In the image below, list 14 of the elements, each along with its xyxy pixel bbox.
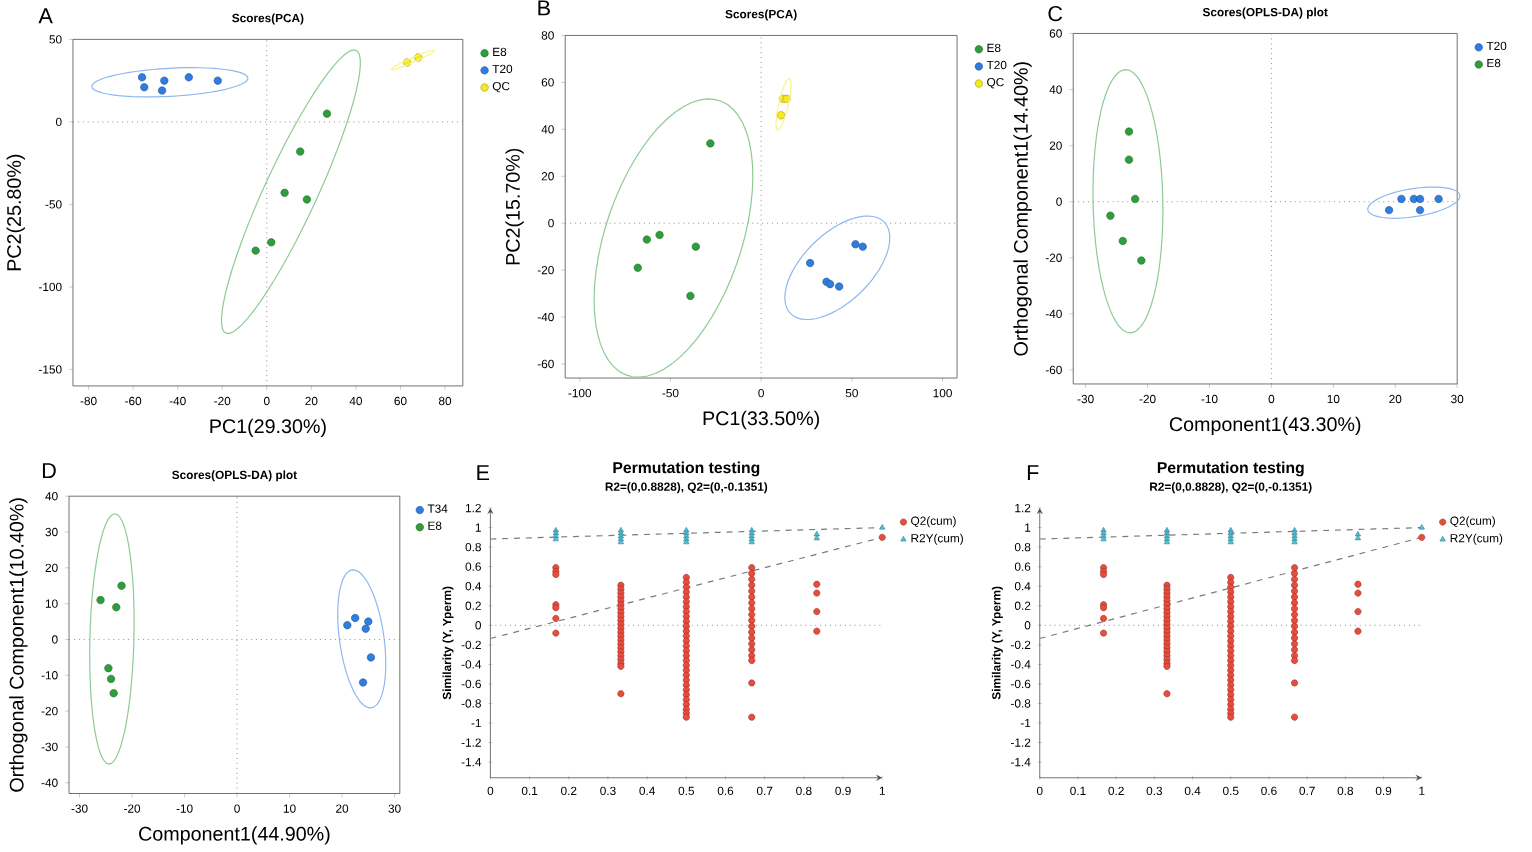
x-axis-title: PC1(29.30%) (210, 419, 326, 438)
x-axis-title: PC1(33.50%) (703, 411, 820, 430)
text: F (1027, 465, 1039, 481)
y-axis-title: Orthogonal Component1(10.40%) (9, 498, 28, 793)
y-axis-title: PC2(25.80%) (6, 155, 25, 271)
text: D (42, 463, 56, 479)
y-axis-title: Orthogonal Component1(14.40%) (1013, 62, 1032, 356)
text: A (38, 8, 53, 24)
x-axis-title: Component1(44.90%) (139, 826, 330, 846)
text: E (477, 465, 490, 481)
x-axis-title: Component1(43.30%) (1169, 417, 1361, 436)
text: C (1048, 6, 1063, 22)
text: B (538, 0, 550, 16)
y-axis-title: PC2(15.70%) (505, 149, 524, 265)
